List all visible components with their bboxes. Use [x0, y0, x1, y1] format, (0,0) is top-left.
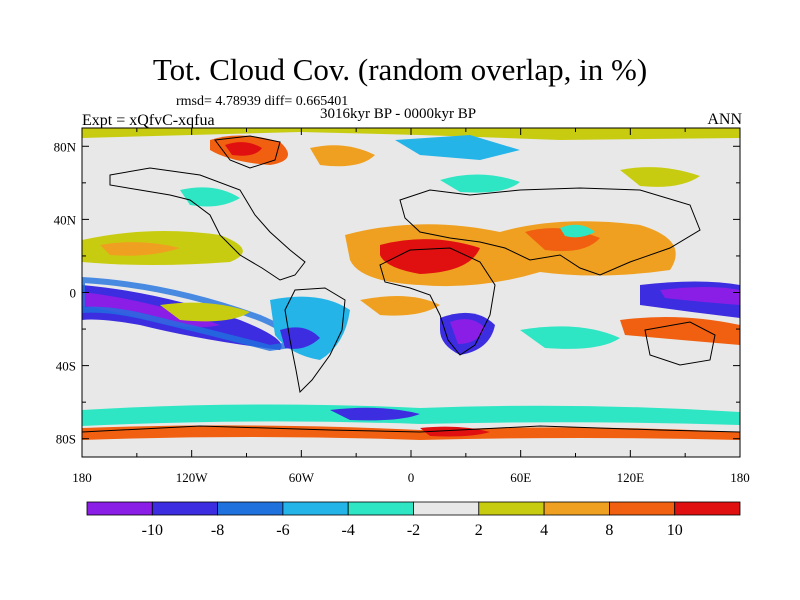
pacific-nw-negative: [180, 187, 240, 207]
colorbar-swatch: [282, 501, 349, 516]
colorbar-label: 10: [667, 522, 683, 539]
colorbar-label: -4: [342, 522, 355, 539]
lat-tick-label: 80N: [54, 139, 77, 154]
colorbar-swatch: [543, 501, 610, 516]
colorbar-label: -2: [407, 522, 420, 539]
sahara-core: [380, 239, 480, 274]
lat-tick-label: 0: [70, 286, 77, 301]
lon-tick-label: 0: [408, 470, 415, 485]
lat-tick-label: 80S: [56, 432, 76, 447]
himalaya-negative: [560, 224, 595, 238]
greenland-core: [225, 142, 262, 156]
axis-ticks: [81, 128, 741, 457]
colorbar-swatch: [151, 501, 219, 516]
south-america-coast: [284, 287, 346, 394]
lon-tick-label: 180: [72, 470, 92, 485]
tick-labels: 180 120W 60W 0 60E 120E 180 80N 40N 0 40S 80S: [54, 139, 750, 485]
colorbar-swatch: [674, 501, 741, 516]
colorbar-label: -6: [276, 522, 289, 539]
colorbar-swatch: [86, 501, 153, 516]
africa-coast: [379, 247, 496, 356]
south-america-core: [280, 327, 320, 349]
colorbar-swatch: [347, 501, 414, 516]
south-pacific-positive: [160, 302, 250, 322]
indian-ocean-negative: [520, 326, 620, 349]
lon-tick-label: 120W: [176, 470, 209, 485]
north-america-coast: [109, 167, 306, 281]
south-africa-core: [450, 319, 485, 344]
north-pacific-core: [100, 242, 180, 256]
season-label: ANN: [707, 111, 742, 128]
sw-pacific-positive: [620, 316, 740, 345]
colorbar-label: 2: [475, 522, 483, 539]
greenland-coast: [214, 135, 281, 169]
lat-tick-label: 40N: [54, 212, 77, 227]
eurasia-negative: [440, 174, 520, 193]
lon-tick-label: 60W: [289, 470, 315, 485]
north-atlantic-positive: [310, 145, 375, 167]
colorbar-label: -8: [211, 522, 224, 539]
scandinavia-negative: [395, 135, 520, 160]
antarctic-negative-core: [330, 407, 420, 421]
colorbar-swatch: [217, 501, 284, 516]
eurasia-coast: [399, 187, 701, 276]
experiment-label: Expt = xQfvC-xqfua: [82, 112, 215, 129]
stats-label: rmsd= 4.78939 diff= 0.665401: [176, 94, 349, 109]
antarctic-positive: [82, 425, 740, 440]
lon-tick-label: 180: [730, 470, 750, 485]
colorbar-labels: -10 -8 -6 -4 -2 2 4 8 10: [142, 522, 683, 539]
west-pacific-core: [660, 287, 740, 305]
siberia-positive: [620, 167, 700, 187]
colorbar: [86, 501, 741, 516]
lat-tick-label: 40S: [56, 359, 76, 374]
colorbar-label: 8: [605, 522, 613, 539]
chart-title: Tot. Cloud Cov. (random overlap, in %): [152, 52, 648, 87]
lon-tick-label: 60E: [510, 470, 531, 485]
colorbar-swatch: [413, 501, 480, 516]
lon-tick-label: 120E: [617, 470, 645, 485]
australia-coast: [644, 321, 716, 366]
tropical-atlantic-positive: [360, 296, 440, 316]
map-background: [82, 128, 740, 457]
colorbar-swatch: [609, 501, 676, 516]
colorbar-swatch: [478, 501, 545, 516]
colorbar-label: 4: [540, 522, 548, 539]
coastlines: [82, 135, 740, 433]
antarctica-coast: [82, 425, 740, 433]
east-pacific-edge: [82, 276, 295, 352]
period-label: 3016kyr BP - 0000kyr BP: [320, 106, 477, 122]
colorbar-label: -10: [142, 522, 163, 539]
